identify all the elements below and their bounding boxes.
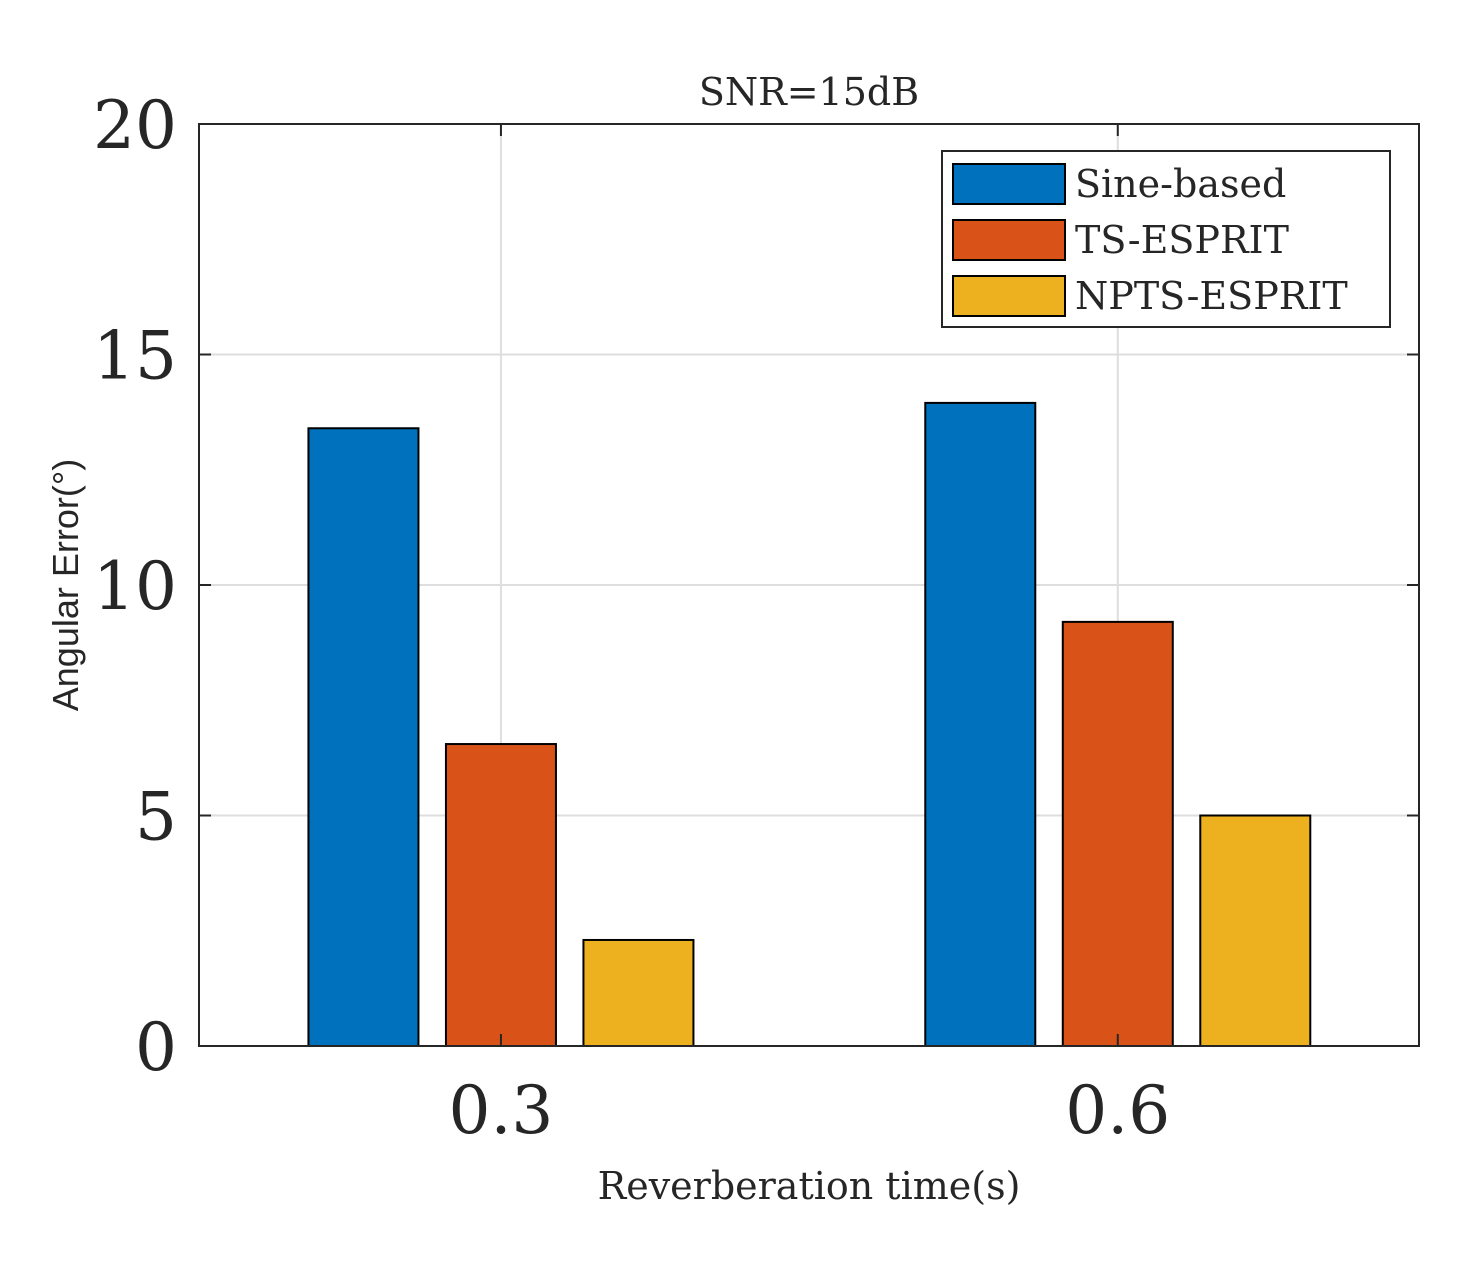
y-tick-label: 0: [135, 1009, 177, 1086]
y-axis-label: Angular Error(°): [45, 459, 86, 711]
legend: Sine-based TS-ESPRIT NPTS-ESPRIT: [941, 150, 1391, 328]
x-tick-label: 0.3: [448, 1072, 553, 1149]
bars: [307, 401, 1312, 1047]
chart-title: SNR=15dB: [699, 70, 919, 114]
bar-npts-esprit-0.6: [1199, 814, 1312, 1047]
legend-swatch: [952, 219, 1066, 261]
legend-swatch: [952, 275, 1066, 317]
bar-sine-based-0.3: [307, 427, 420, 1047]
bar-npts-esprit-0.3: [582, 938, 695, 1047]
x-axis-label: Reverberation time(s): [598, 1164, 1021, 1208]
legend-label: NPTS-ESPRIT: [1075, 274, 1348, 318]
y-tick-label: 20: [93, 87, 177, 164]
bar-ts-esprit-0.6: [1061, 620, 1174, 1047]
x-tick-label: 0.6: [1065, 1072, 1170, 1149]
y-tick-label: 15: [93, 318, 177, 395]
y-tick-label: 10: [93, 548, 177, 625]
y-tick-label: 5: [135, 779, 177, 856]
legend-swatch: [952, 163, 1066, 205]
tick-labels: 0 5 10 15 20 0.3 0.6: [93, 87, 1170, 1149]
bar-sine-based-0.6: [924, 401, 1037, 1047]
legend-items: Sine-based TS-ESPRIT NPTS-ESPRIT: [952, 162, 1348, 318]
legend-label: Sine-based: [1075, 162, 1286, 206]
axes: [198, 123, 1420, 1047]
legend-label: TS-ESPRIT: [1075, 218, 1289, 262]
bar-ts-esprit-0.3: [444, 743, 557, 1047]
